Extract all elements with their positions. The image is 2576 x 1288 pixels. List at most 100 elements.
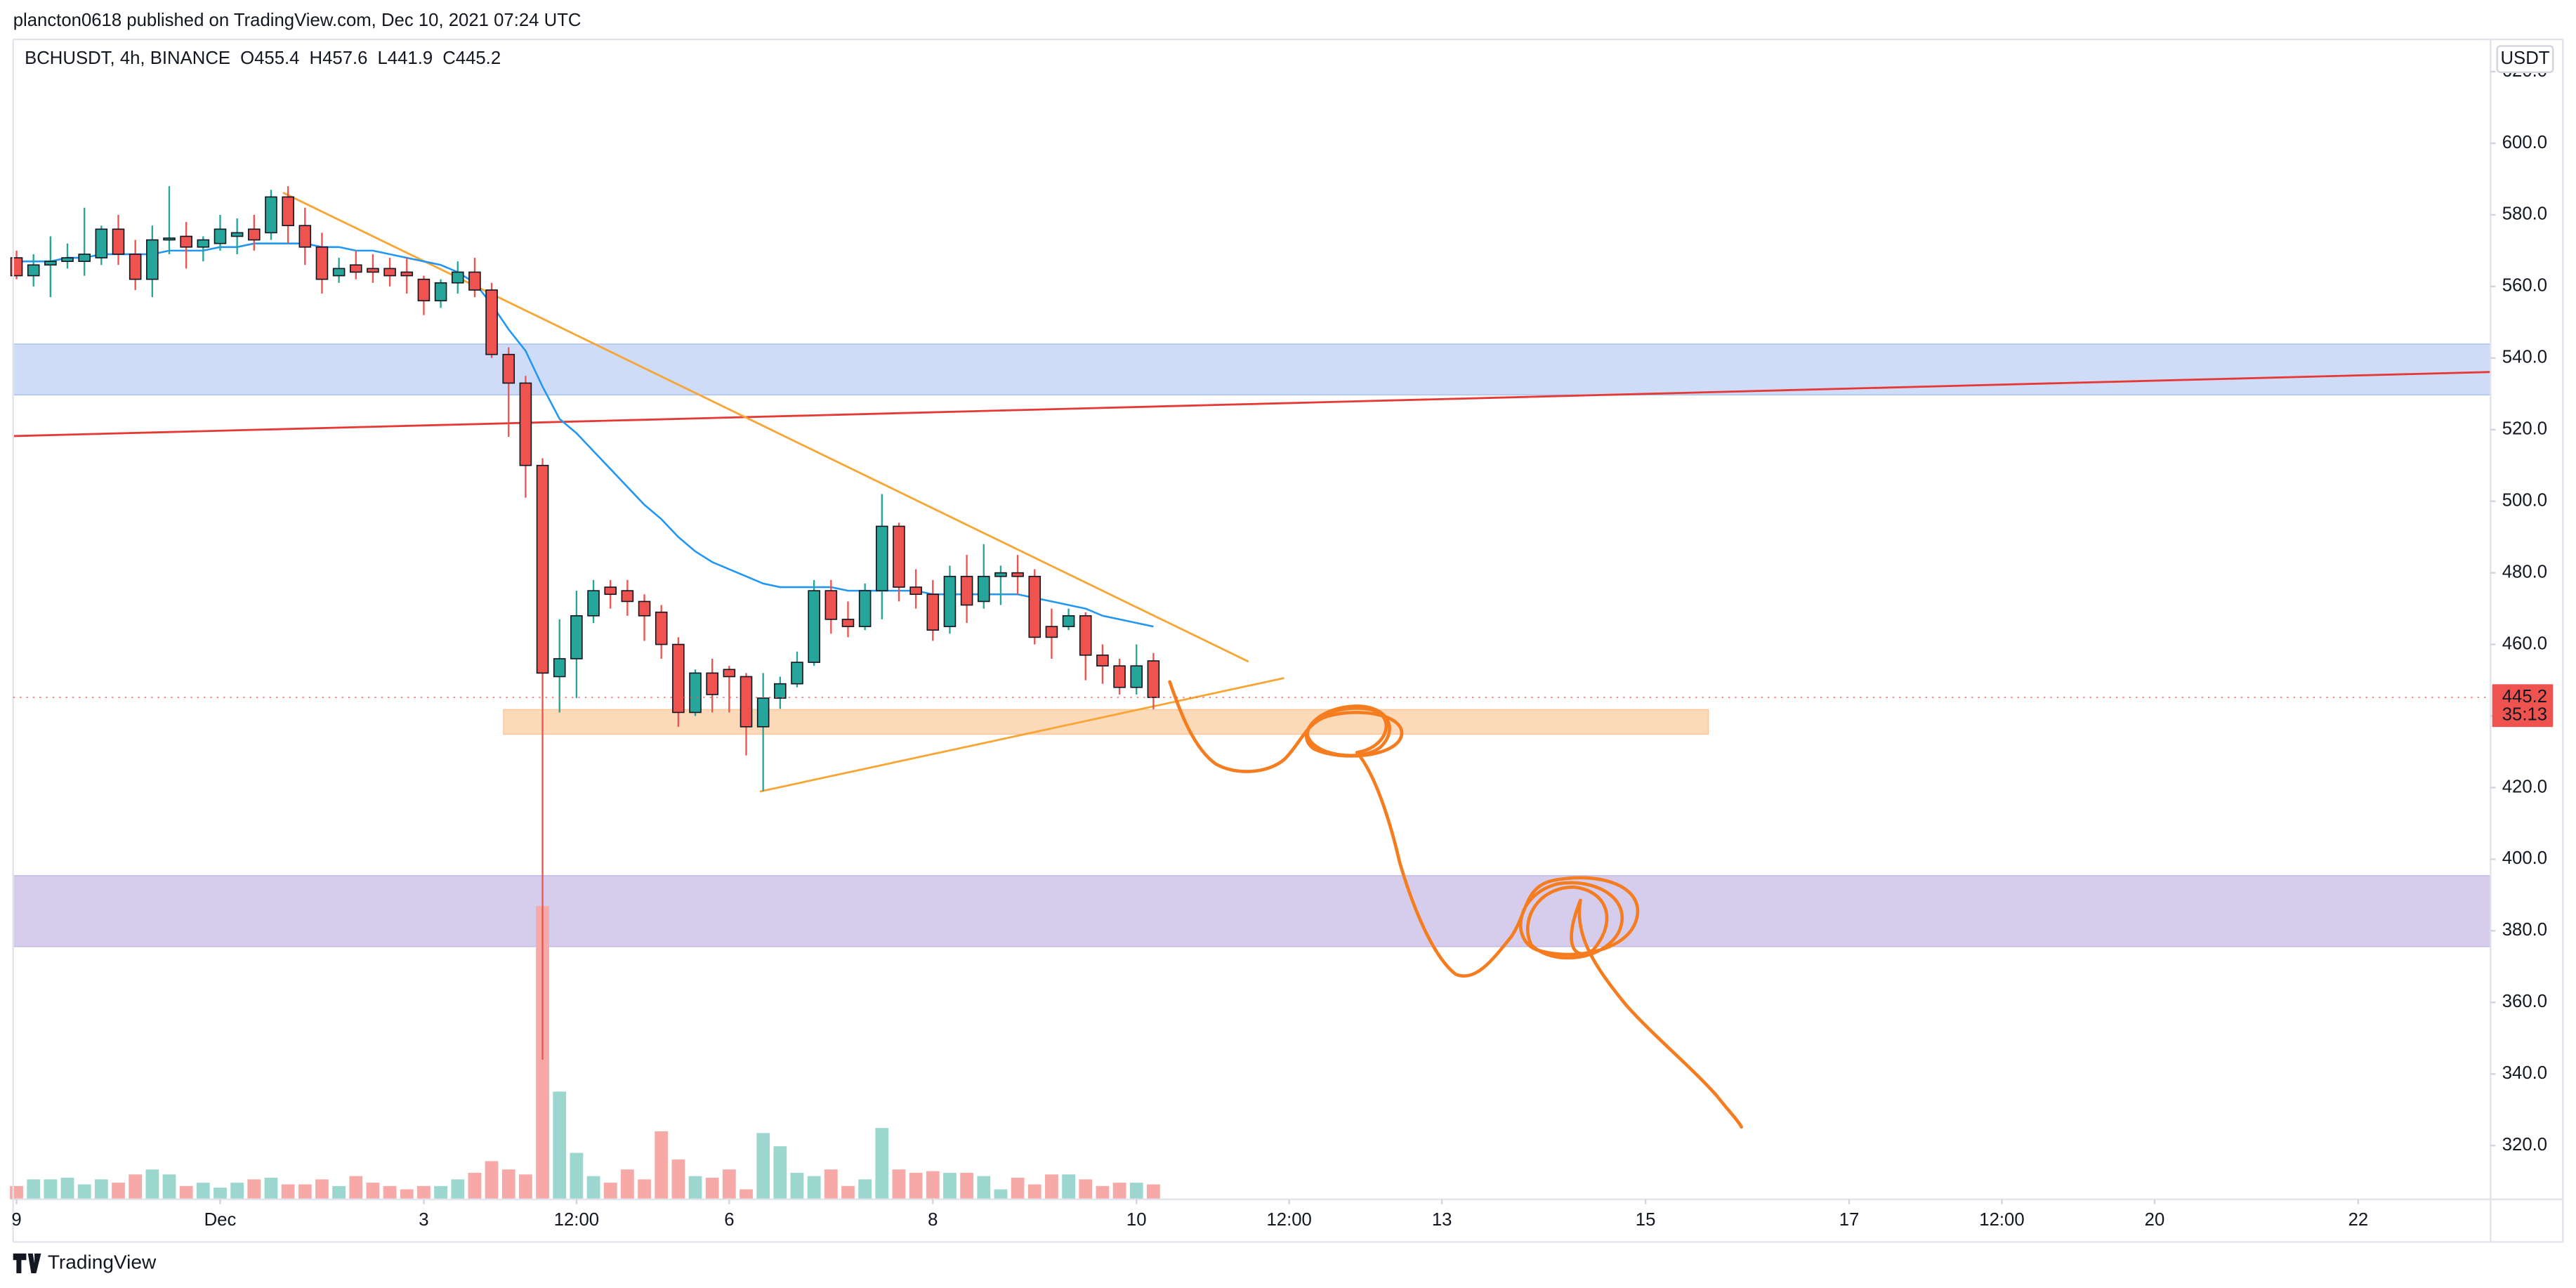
candle-body — [78, 254, 91, 262]
candle-body — [655, 611, 668, 645]
candle-body — [197, 239, 210, 248]
candle-body — [298, 225, 312, 248]
volume-bar — [603, 1183, 617, 1200]
candle-body — [1079, 615, 1092, 656]
volume-bar — [705, 1178, 719, 1200]
countdown: 35:13 — [2502, 705, 2547, 725]
freehand-drawing — [1168, 680, 1743, 1129]
volume-bar — [94, 1179, 108, 1200]
volume-bar — [264, 1178, 278, 1200]
volume-bar — [60, 1178, 74, 1200]
volume-bar — [1129, 1183, 1143, 1200]
candle-body — [960, 575, 973, 606]
volume-bar — [960, 1172, 973, 1200]
candle-body — [740, 676, 753, 728]
x-tick-label: 8 — [928, 1210, 938, 1230]
volume-bar — [366, 1183, 380, 1200]
candle-body — [248, 228, 261, 241]
candle-body — [1045, 626, 1058, 638]
x-tick-label: 17 — [1839, 1210, 1860, 1230]
y-tick-label: 360.0 — [2502, 992, 2547, 1011]
candle-body — [841, 619, 855, 627]
volume-bar — [485, 1161, 499, 1200]
volume-bar — [570, 1152, 584, 1200]
candle-body — [774, 683, 787, 699]
volume-bar — [298, 1184, 312, 1200]
currency: USDT — [2500, 48, 2549, 68]
volume-bar — [145, 1169, 159, 1200]
volume-bar — [213, 1188, 227, 1200]
x-tick-label: 9 — [11, 1210, 21, 1230]
currency-box — [2496, 45, 2554, 74]
volume-bar — [10, 1185, 23, 1200]
volume-bar — [926, 1171, 940, 1200]
candle-body — [1028, 575, 1041, 638]
volume-bar — [1062, 1174, 1075, 1200]
candle-body — [27, 264, 40, 277]
candle-body — [994, 572, 1007, 577]
candle-body — [723, 669, 736, 678]
candle-body — [468, 271, 481, 291]
volume-bar — [519, 1174, 532, 1200]
candle-body — [808, 590, 820, 663]
volume-bar — [620, 1169, 634, 1200]
x-tick-label: Dec — [204, 1210, 237, 1230]
zone — [503, 709, 1709, 735]
zone — [13, 875, 2492, 947]
candle-body — [129, 254, 142, 280]
y-tick-label: 540.0 — [2502, 348, 2547, 367]
x-tick-label: 10 — [1126, 1210, 1147, 1230]
candle-body — [1130, 665, 1143, 688]
volume-bar — [1112, 1183, 1126, 1200]
attribution: plancton0618 published on TradingView.co… — [13, 11, 581, 30]
y-tick-label: 320.0 — [2502, 1135, 2547, 1155]
y-tick-label: 380.0 — [2502, 920, 2547, 940]
volume-bar — [383, 1185, 397, 1200]
volume-bar — [553, 1091, 567, 1200]
candle-body — [417, 278, 431, 302]
x-tick-label: 22 — [2348, 1210, 2369, 1230]
candle-body — [638, 600, 651, 617]
candle-body — [621, 590, 634, 603]
candle-body — [282, 196, 294, 227]
volume-bar — [281, 1184, 295, 1200]
candle-body — [791, 662, 803, 685]
symbol: BCHUSDT, 4h, BINANCE — [25, 48, 230, 68]
y-tick-label: 500.0 — [2502, 490, 2547, 510]
x-tick-label: 15 — [1636, 1210, 1656, 1230]
tradingview-logo — [13, 1253, 41, 1273]
volume-bar — [1096, 1185, 1110, 1200]
volume-bar — [1011, 1178, 1025, 1200]
candle-body — [553, 658, 566, 678]
volume-bar — [162, 1174, 176, 1200]
y-tick-label: 480.0 — [2502, 562, 2547, 581]
candle-body — [1113, 665, 1126, 688]
price-axis: 320.0340.0360.0380.0400.0420.0440.0460.0… — [11, 61, 2554, 1230]
volume-bar — [112, 1183, 125, 1200]
volume-bar — [858, 1179, 872, 1200]
candle-body — [1096, 655, 1109, 666]
candle-body — [706, 672, 718, 695]
candle-body — [977, 575, 990, 603]
volume-bar — [638, 1179, 651, 1200]
volume-bar — [196, 1183, 210, 1200]
volume-bar — [1147, 1184, 1160, 1200]
volume-bar — [841, 1185, 855, 1200]
candle-body — [909, 586, 922, 596]
volume-bar — [247, 1179, 261, 1200]
candle-body — [213, 228, 227, 244]
y-tick-label: 520.0 — [2502, 419, 2547, 439]
ohlc-value: L441.9 — [377, 48, 433, 68]
volume-bar — [434, 1185, 447, 1200]
volume-bar — [1027, 1184, 1041, 1200]
volume-bar — [655, 1131, 669, 1200]
volume-bar — [417, 1185, 431, 1200]
volume-bar — [586, 1176, 600, 1200]
candle-body — [367, 268, 379, 273]
candle-body — [943, 575, 957, 627]
volume-bar — [501, 1169, 515, 1200]
volume-bar — [756, 1133, 770, 1200]
candle-body — [893, 525, 905, 588]
candle-body — [230, 232, 244, 237]
